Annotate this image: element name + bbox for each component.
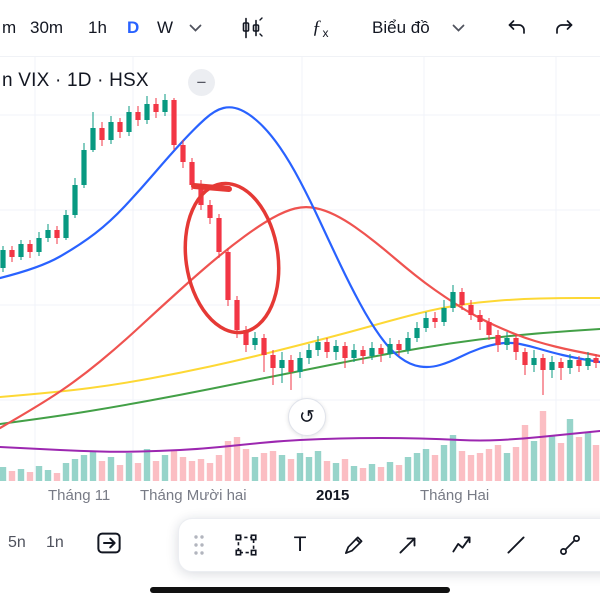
x-axis-label: 2015 — [316, 487, 350, 504]
x-axis-label: Tháng 11 — [48, 487, 111, 504]
ma-red — [0, 206, 600, 430]
ma-yellow — [0, 297, 600, 398]
chart-menu-chevron-down-icon[interactable] — [452, 0, 465, 56]
range-button-1d[interactable]: 1n — [46, 534, 64, 551]
x-axis-label: Tháng Hai — [420, 487, 490, 504]
fx-f: ƒ — [312, 17, 322, 38]
interval-button-m[interactable]: m — [2, 18, 17, 37]
drawn-ellipse — [183, 181, 281, 335]
redo-icon[interactable] — [552, 0, 576, 56]
polyline-tool-icon[interactable] — [447, 530, 477, 560]
arrow-tool-icon[interactable] — [393, 530, 423, 560]
undo-icon[interactable] — [505, 0, 529, 56]
interval-chevron-down-icon[interactable] — [189, 0, 202, 56]
line-endpoints-tool-icon[interactable] — [555, 530, 585, 560]
goto-date-icon[interactable] — [94, 528, 124, 558]
ma-purple-volume — [0, 430, 600, 453]
range-button-5d[interactable]: 5n — [8, 534, 26, 551]
drawing-toolbar: T — [178, 518, 600, 572]
text-tool-icon[interactable]: T — [293, 533, 307, 556]
reset-rotate-button[interactable]: ↺ — [288, 398, 326, 436]
candle-style-icon[interactable] — [238, 0, 264, 56]
drag-handle[interactable] — [191, 530, 207, 560]
collapse-legend-button[interactable]: − — [188, 69, 215, 96]
ma-green — [0, 328, 600, 425]
volume-bars — [0, 411, 600, 481]
selection-tool-icon[interactable] — [231, 530, 261, 560]
chart-menu-button[interactable]: Biểu đồ — [372, 18, 430, 37]
symbol-title[interactable]: n VIX · 1D · HSX — [2, 70, 149, 91]
interval-button-1w[interactable]: W — [157, 18, 174, 37]
home-indicator[interactable] — [150, 587, 450, 593]
candlestick-series — [0, 94, 599, 395]
drawn-mark-line — [191, 183, 232, 192]
brush-tool-icon[interactable] — [339, 530, 369, 560]
trendline-tool-icon[interactable] — [501, 530, 531, 560]
interval-button-1d[interactable]: D — [127, 18, 140, 37]
interval-button-1h[interactable]: 1h — [88, 18, 107, 37]
x-axis-label: Tháng Mười hai — [140, 487, 247, 504]
drawing-annotations[interactable] — [176, 177, 288, 338]
ma-blue — [0, 106, 600, 369]
bottom-bar: 5n 1n T — [0, 512, 600, 582]
fx-x: x — [322, 26, 329, 40]
interval-button-30m[interactable]: 30m — [30, 18, 64, 37]
